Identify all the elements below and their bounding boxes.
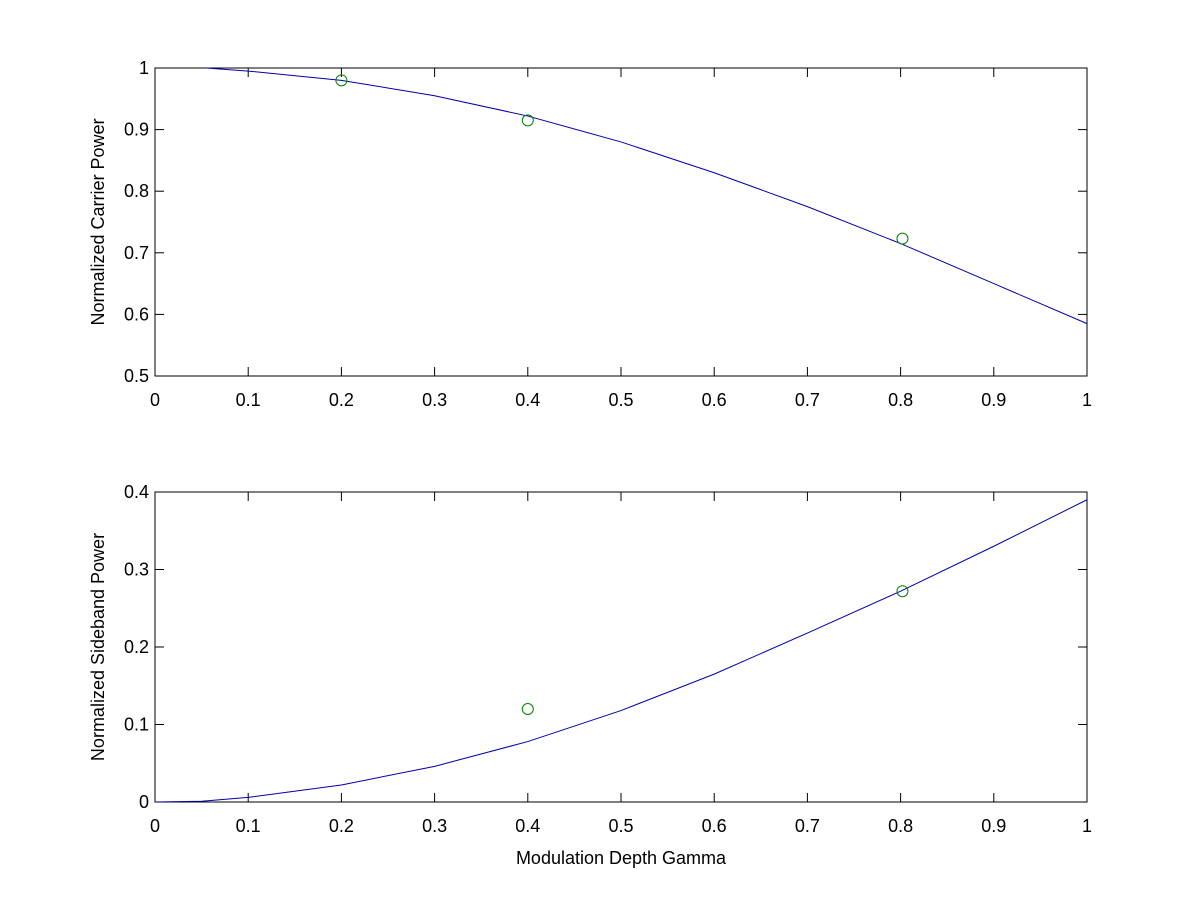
x-tick-label: 0.3: [422, 816, 447, 836]
y-tick-label: 0.9: [124, 120, 149, 140]
plot-area: [154, 67, 1088, 377]
data-marker: [335, 74, 348, 87]
x-tick-label: 0.6: [702, 816, 727, 836]
y-tick-label: 0.6: [124, 304, 149, 324]
x-tick-label: 0.1: [236, 390, 261, 410]
y-tick-label: 0.3: [124, 560, 149, 580]
x-tick-label: 1: [1082, 816, 1092, 836]
x-tick-label: 0.5: [608, 390, 633, 410]
x-tick-label: 0.6: [702, 390, 727, 410]
axes: 0 0.1 0.2 0.3 0.4 0.5 0.6 0.7 0.8 0.9 1 0.5 0.6 0.7 0.…: [88, 58, 1092, 410]
data-marker: [896, 232, 909, 245]
x-axis-label: Modulation Depth Gamma: [516, 848, 727, 868]
y-tick-label: 0.7: [124, 243, 149, 263]
plot-area: [154, 491, 1088, 803]
axes: 0 0.1 0.2 0.3 0.4 0.5 0.6 0.7 0.8 0.9 1 0 0.1 0.2 0.3 0…: [88, 482, 1092, 868]
data-line: [154, 499, 1088, 803]
x-tick-label: 0.7: [795, 816, 820, 836]
x-tick-label: 0: [150, 390, 160, 410]
x-tick-label: 0.9: [981, 390, 1006, 410]
y-tick-label: 0.5: [124, 366, 149, 386]
x-tick-label: 0.1: [236, 816, 261, 836]
x-tick-label: 0.9: [981, 816, 1006, 836]
y-tick-label: 0.1: [124, 715, 149, 735]
data-marker: [896, 585, 909, 598]
x-tick-label: 0.4: [515, 390, 540, 410]
x-tick-label: 0.8: [888, 390, 913, 410]
x-tick-label: 0.3: [422, 390, 447, 410]
data-marker: [521, 114, 534, 127]
y-tick-label: 0.2: [124, 637, 149, 657]
y-tick-label: 1: [139, 58, 149, 78]
x-tick-label: 0.5: [608, 816, 633, 836]
x-tick-label: 0.4: [515, 816, 540, 836]
x-tick-label: 0.8: [888, 816, 913, 836]
data-marker: [521, 703, 534, 715]
data-line: [206, 67, 1088, 325]
x-tick-label: 1: [1082, 390, 1092, 410]
y-tick-label: 0.4: [124, 482, 149, 502]
y-tick-label: 0: [139, 792, 149, 812]
x-tick-label: 0: [150, 816, 160, 836]
y-tick-label: 0.8: [124, 181, 149, 201]
x-tick-label: 0.7: [795, 390, 820, 410]
x-tick-label: 0.2: [329, 390, 354, 410]
x-tick-label: 0.2: [329, 816, 354, 836]
y-axis-label: Normalized Carrier Power: [88, 118, 108, 325]
y-axis-label: Normalized Sideband Power: [88, 533, 108, 761]
